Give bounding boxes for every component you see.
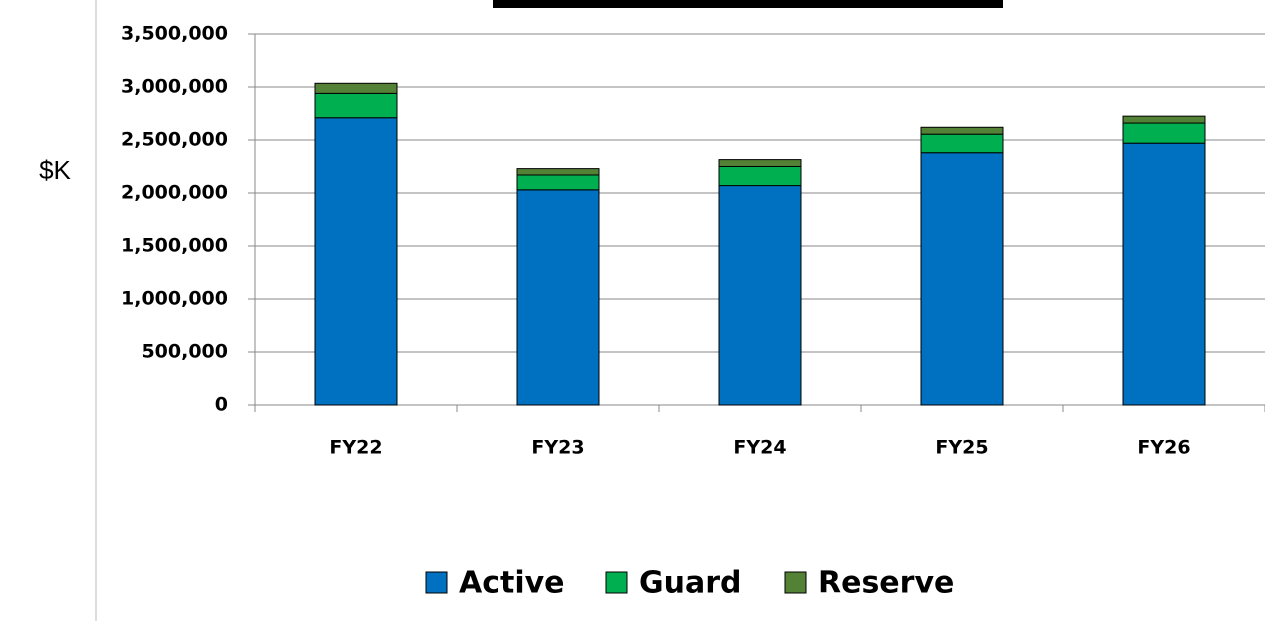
x-tick-label: FY26: [1137, 437, 1190, 459]
bar-segment: [516, 189, 600, 406]
legend-label: Active: [459, 566, 565, 601]
y-tick-label: 500,000: [141, 341, 228, 363]
y-tick-label: 0: [215, 394, 228, 416]
legend-swatch: [605, 571, 628, 594]
y-tick-label: 3,000,000: [121, 76, 228, 98]
bar-segment: [1122, 122, 1206, 144]
y-tick-label: 3,500,000: [121, 23, 228, 45]
bar-segment: [718, 185, 802, 406]
bar-segment: [314, 82, 398, 94]
bar-segment: [920, 133, 1004, 154]
legend-swatch: [784, 571, 807, 594]
bar-segment: [920, 152, 1004, 406]
bar-segment: [920, 126, 1004, 135]
x-tick-label: FY23: [531, 437, 584, 459]
title-box: [493, 0, 1003, 8]
y-axis-label: $K: [39, 155, 71, 185]
legend-label: Guard: [639, 566, 742, 601]
x-tick-label: FY22: [329, 437, 382, 459]
y-tick-label: 1,500,000: [121, 235, 228, 257]
x-tick-label: FY24: [733, 437, 786, 459]
bar-segment: [1122, 142, 1206, 406]
bar-segment: [516, 168, 600, 176]
x-tick-label: FY25: [935, 437, 988, 459]
y-tick-label: 2,000,000: [121, 182, 228, 204]
bar-segment: [314, 117, 398, 406]
legend-label: Reserve: [818, 566, 954, 601]
bar-segment: [1122, 115, 1206, 124]
bar-segment: [718, 166, 802, 187]
legend-swatch: [425, 571, 448, 594]
bar-segment: [314, 92, 398, 119]
bar-segment: [516, 174, 600, 191]
y-tick-label: 1,000,000: [121, 288, 228, 310]
bar-segment: [718, 159, 802, 168]
y-tick-label: 2,500,000: [121, 129, 228, 151]
